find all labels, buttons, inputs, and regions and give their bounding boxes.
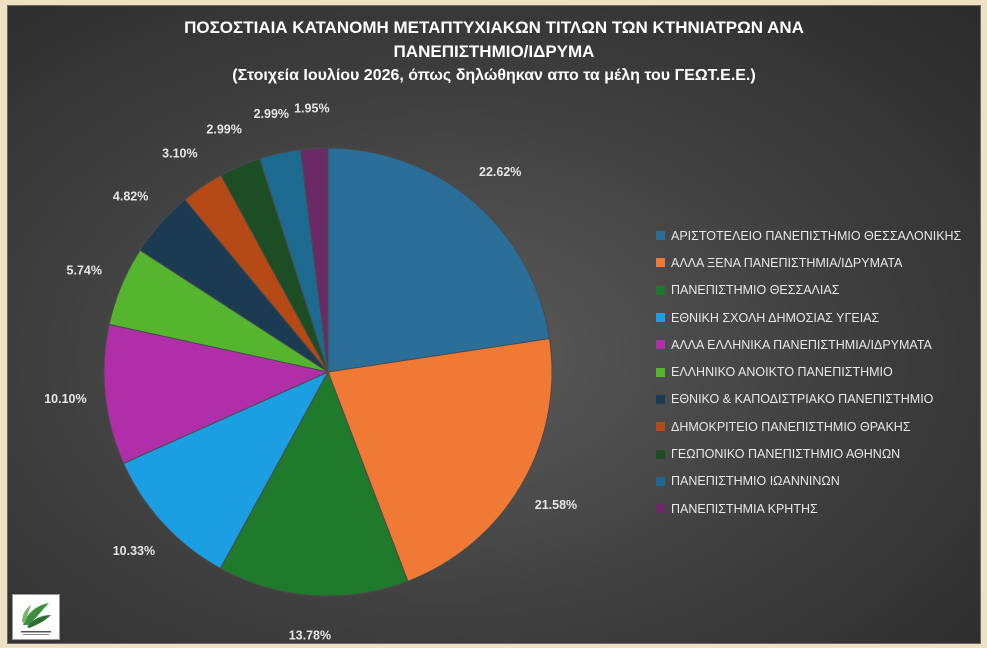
legend-label: ΠΑΝΕΠΙΣΤΗΜΙΟ ΘΕΣΣΑΛΙΑΣ — [671, 283, 840, 298]
pie-chart: 22.62% 21.58% 13.78% 10.33% 10.10% 5.74% 4.82%… — [44, 101, 577, 642]
legend-label: ΑΛΛΑ ΕΛΛΗΝΙΚΑ ΠΑΝΕΠΙΣΤΗΜΙΑ/ΙΔΡΥΜΑΤΑ — [671, 337, 932, 352]
pie-slice — [327, 338, 553, 582]
pie-slice — [103, 323, 330, 465]
geotee-logo-icon — [12, 594, 60, 640]
legend-swatch — [656, 449, 665, 459]
pie-slice — [300, 147, 329, 373]
legend-label: ΓΕΩΠΟΝΙΚΟ ΠΑΝΕΠΙΣΤΗΜΙΟ ΑΘΗΝΩΝ — [671, 447, 901, 462]
chart-title-line-1: ΠΟΣΟΣΤΙΑΙΑ ΚΑΤΑΝΟΜΗ ΜΕΤΑΠΤΥΧΙΑΚΩΝ ΤΙΤΛΩΝ… — [184, 18, 804, 37]
legend-label: ΠΑΝΕΠΙΣΤΗΜΙΑ ΚΡΗΤΗΣ — [671, 501, 818, 516]
legend-swatch — [656, 340, 665, 350]
pie-slice — [327, 147, 551, 373]
legend-swatch — [656, 258, 665, 268]
slice-data-label: 4.82% — [113, 190, 148, 204]
legend-label: ΠΑΝΕΠΙΣΤΗΜΙΟ ΙΩΑΝΝΙΝΩΝ — [671, 474, 840, 489]
slice-data-label: 21.58% — [535, 498, 577, 512]
slice-data-label: 10.10% — [44, 392, 86, 406]
legend-item: ΕΛΛΗΝΙΚΟ ΑΝΟΙΚΤΟ ΠΑΝΕΠΙΣΤΗΜΙΟ — [656, 358, 976, 385]
legend-item: ΑΡΙΣΤΟΤΕΛΕΙΟ ΠΑΝΕΠΙΣΤΗΜΙΟ ΘΕΣΣΑΛΟΝΙΚΗΣ — [656, 222, 976, 249]
slice-data-label: 10.33% — [113, 544, 155, 558]
pie-slice — [122, 370, 330, 570]
legend-item: ΑΛΛΑ ΞΕΝΑ ΠΑΝΕΠΙΣΤΗΜΙΑ/ΙΔΡΥΜΑΤΑ — [656, 249, 976, 276]
legend-swatch — [656, 394, 665, 404]
legend-item: ΓΕΩΠΟΝΙΚΟ ΠΑΝΕΠΙΣΤΗΜΙΟ ΑΘΗΝΩΝ — [656, 440, 976, 467]
chart-title-line-2: ΠΑΝΕΠΙΣΤΗΜΙΟ/ΙΔΡΥΜΑ — [393, 42, 595, 61]
slice-data-label: 22.62% — [479, 165, 521, 179]
chart-subtitle: (Στοιχεία Ιουλίου 2026, όπως δηλώθηκαν α… — [232, 67, 756, 84]
slice-data-label: 13.78% — [289, 628, 331, 642]
legend-item: ΑΛΛΑ ΕΛΛΗΝΙΚΑ ΠΑΝΕΠΙΣΤΗΜΙΑ/ΙΔΡΥΜΑΤΑ — [656, 331, 976, 358]
legend-label: ΕΛΛΗΝΙΚΟ ΑΝΟΙΚΤΟ ΠΑΝΕΠΙΣΤΗΜΙΟ — [671, 365, 893, 380]
legend-item: ΠΑΝΕΠΙΣΤΗΜΙΟ ΘΕΣΣΑΛΙΑΣ — [656, 277, 976, 304]
legend-swatch — [656, 285, 665, 295]
slice-data-label: 2.99% — [206, 122, 241, 136]
slice-data-label: 1.95% — [294, 101, 329, 115]
chart-area: ΠΟΣΟΣΤΙΑΙΑ ΚΑΤΑΝΟΜΗ ΜΕΤΑΠΤΥΧΙΑΚΩΝ ΤΙΤΛΩΝ… — [7, 5, 981, 644]
legend-label: ΕΘΝΙΚΟ & ΚΑΠΟΔΙΣΤΡΙΑΚΟ ΠΑΝΕΠΙΣΤΗΜΙΟ — [671, 392, 934, 407]
legend-item: ΕΘΝΙΚΟ & ΚΑΠΟΔΙΣΤΡΙΑΚΟ ΠΑΝΕΠΙΣΤΗΜΙΟ — [656, 386, 976, 413]
slice-data-label: 5.74% — [67, 264, 102, 278]
legend-swatch — [656, 476, 665, 486]
legend-swatch — [656, 422, 665, 432]
chart-legend: ΑΡΙΣΤΟΤΕΛΕΙΟ ΠΑΝΕΠΙΣΤΗΜΙΟ ΘΕΣΣΑΛΟΝΙΚΗΣ ΑΛ… — [656, 222, 976, 522]
slice-data-label: 2.99% — [254, 107, 289, 121]
legend-item: ΔΗΜΟΚΡΙΤΕΙΟ ΠΑΝΕΠΙΣΤΗΜΙΟ ΘΡΑΚΗΣ — [656, 413, 976, 440]
legend-swatch — [656, 367, 665, 377]
legend-swatch — [656, 313, 665, 323]
legend-label: ΕΘΝΙΚΗ ΣΧΟΛΗ ΔΗΜΟΣΙΑΣ ΥΓΕΙΑΣ — [671, 310, 880, 325]
legend-item: ΠΑΝΕΠΙΣΤΗΜΙΟ ΙΩΑΝΝΙΝΩΝ — [656, 468, 976, 495]
slice-data-label: 3.10% — [162, 146, 197, 160]
pie-slice — [219, 370, 409, 597]
chart-title: ΠΟΣΟΣΤΙΑΙΑ ΚΑΤΑΝΟΜΗ ΜΕΤΑΠΤΥΧΙΑΚΩΝ ΤΙΤΛΩΝ… — [8, 16, 980, 88]
legend-swatch — [656, 231, 665, 241]
legend-item: ΕΘΝΙΚΗ ΣΧΟΛΗ ΔΗΜΟΣΙΑΣ ΥΓΕΙΑΣ — [656, 304, 976, 331]
legend-swatch — [656, 504, 665, 514]
legend-label: ΑΡΙΣΤΟΤΕΛΕΙΟ ΠΑΝΕΠΙΣΤΗΜΙΟ ΘΕΣΣΑΛΟΝΙΚΗΣ — [671, 228, 962, 243]
legend-item: ΠΑΝΕΠΙΣΤΗΜΙΑ ΚΡΗΤΗΣ — [656, 495, 976, 522]
legend-label: ΑΛΛΑ ΞΕΝΑ ΠΑΝΕΠΙΣΤΗΜΙΑ/ΙΔΡΥΜΑΤΑ — [671, 255, 903, 270]
legend-label: ΔΗΜΟΚΡΙΤΕΙΟ ΠΑΝΕΠΙΣΤΗΜΙΟ ΘΡΑΚΗΣ — [671, 419, 911, 434]
